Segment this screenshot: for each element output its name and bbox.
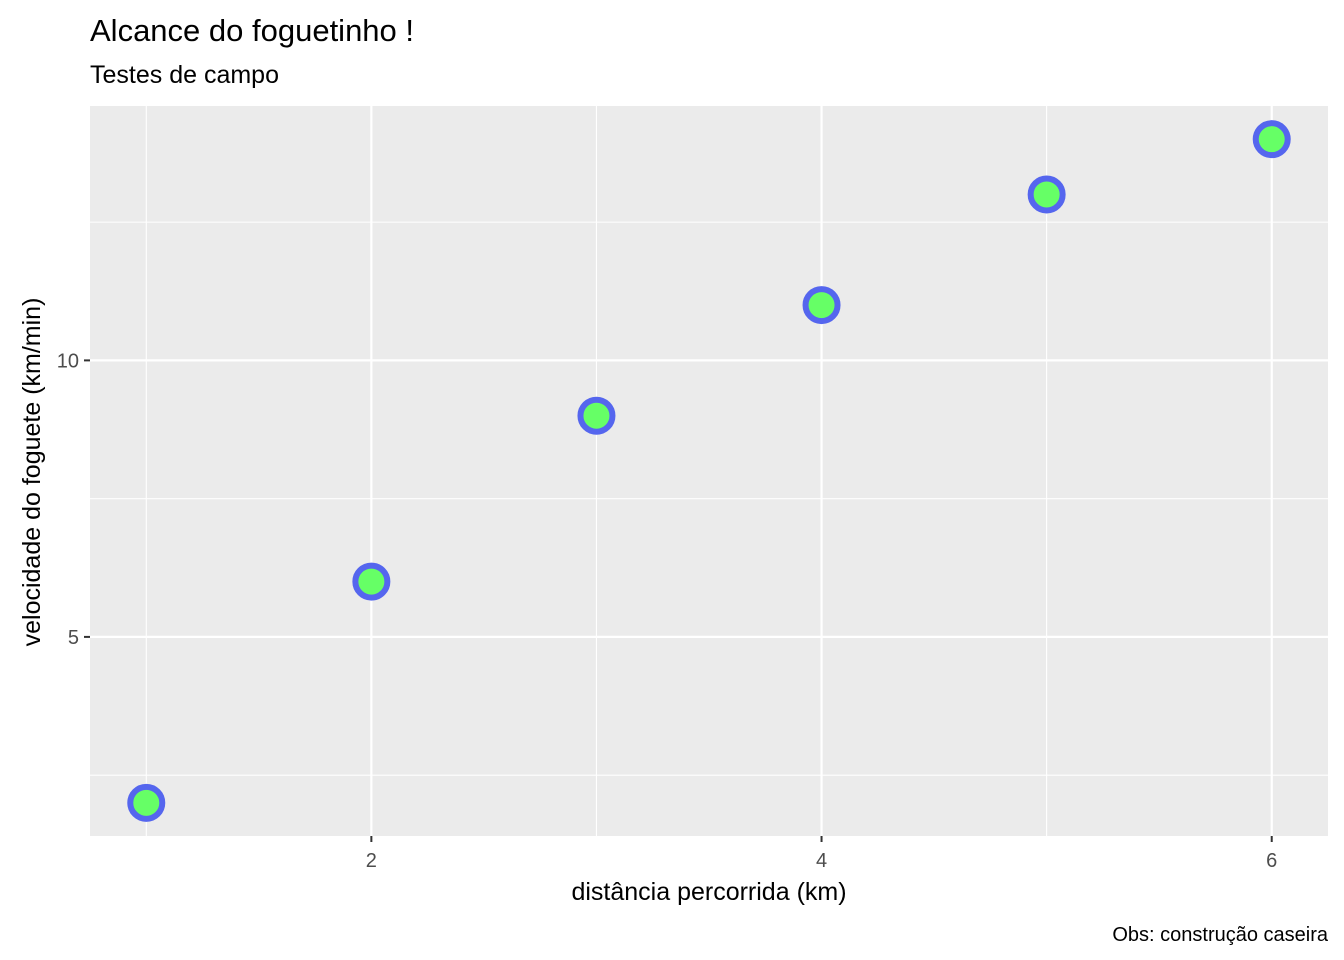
data-points [127,120,1291,822]
y-axis: 5 10 [57,350,90,649]
chart-title: Alcance do foguetinho ! [90,13,414,48]
y-tick-label: 10 [57,350,79,372]
x-tick-label: 6 [1266,850,1277,872]
major-gridlines [90,106,1328,836]
y-axis-title: velocidade do foguete (km/min) [18,298,46,647]
x-tick-label: 4 [816,850,827,872]
minor-gridlines [90,106,1328,836]
data-point [1252,120,1291,159]
plot-panel [90,106,1328,836]
chart-subtitle: Testes de campo [90,61,279,89]
data-point [1027,175,1066,214]
data-point [577,396,616,435]
chart-caption: Obs: construção caseira [1112,924,1329,946]
x-axis: 2 4 6 [366,836,1277,872]
x-axis-title: distância percorrida (km) [571,878,846,906]
y-tick-label: 5 [68,627,79,649]
x-tick-label: 2 [366,850,377,872]
data-point [352,562,391,601]
data-point [127,783,166,822]
data-point [802,286,841,325]
